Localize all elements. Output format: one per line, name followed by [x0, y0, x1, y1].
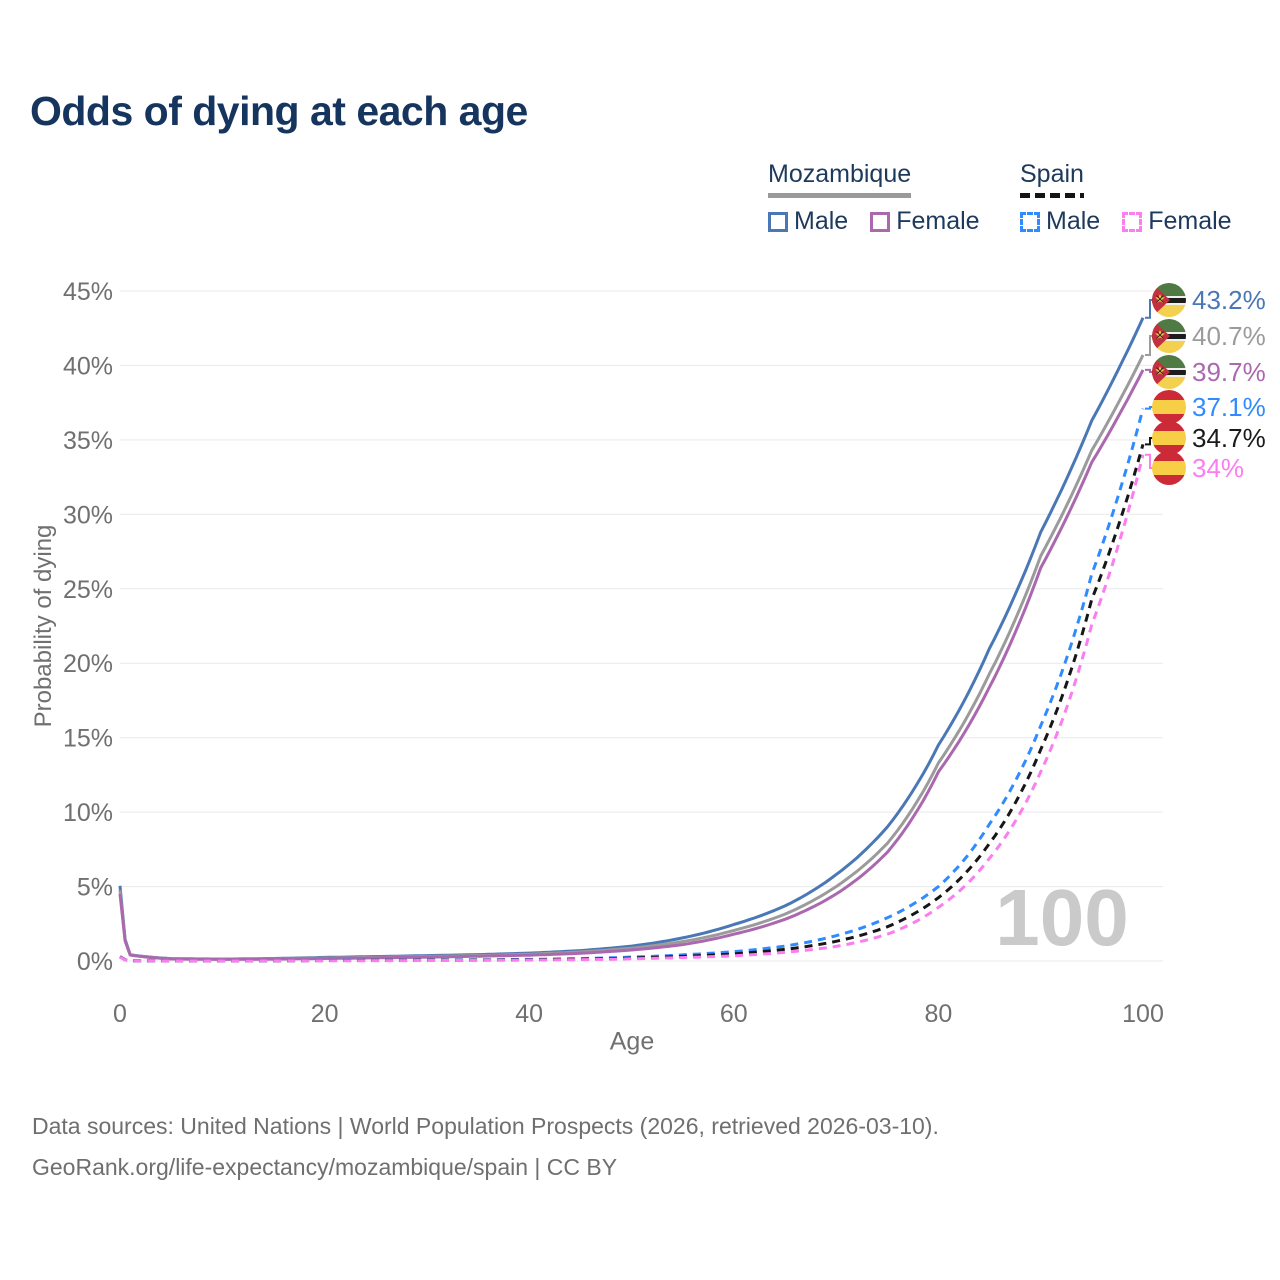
spain-flag-icon: [1152, 451, 1186, 485]
spain-female-swatch-icon: [1122, 211, 1143, 232]
attribution-line: GeoRank.org/life-expectancy/mozambique/s…: [32, 1154, 618, 1180]
legend-item-label: Female: [1148, 207, 1232, 235]
end-value: 39.7%: [1192, 356, 1266, 387]
svg-text:0: 0: [113, 1000, 127, 1028]
x-tick-labels: 0 20 40 60 80 100: [113, 1000, 1164, 1028]
svg-text:40%: 40%: [63, 352, 113, 380]
spain-male-swatch-icon: [1020, 211, 1040, 232]
legend-item-label: Male: [1046, 207, 1101, 235]
end-value: 43.2%: [1192, 284, 1266, 315]
mozambique-flag-icon: [1152, 283, 1186, 317]
series-line-spain-both[interactable]: [119, 443, 1145, 963]
svg-text:60: 60: [720, 1000, 748, 1028]
svg-text:80: 80: [924, 1000, 952, 1028]
mozambique-flag-icon: [1152, 319, 1186, 353]
end-value: 37.1%: [1192, 391, 1266, 422]
gridlines: [120, 290, 1163, 962]
svg-text:40: 40: [515, 1000, 543, 1028]
end-label-mozambique-both: 40.7%: [1152, 319, 1266, 353]
series-line-spain-female[interactable]: [119, 454, 1145, 963]
page-title: Odds of dying at each age: [30, 88, 528, 134]
legend-item-mozambique-male: Male: [768, 207, 848, 236]
svg-text:20: 20: [311, 1000, 339, 1028]
footer: Data sources: United Nations | World Pop…: [32, 1106, 939, 1188]
age-watermark: 100: [995, 873, 1129, 962]
legend-group-mozambique: Mozambique Male Female: [768, 160, 1002, 236]
mozambique-solid-line-sample: [768, 193, 912, 198]
spain-flag-icon: [1152, 390, 1186, 424]
svg-text:45%: 45%: [63, 278, 113, 306]
end-value: 34.7%: [1192, 422, 1266, 453]
legend-spain-label: Spain: [1020, 160, 1084, 188]
end-label-spain-male: 37.1%: [1152, 390, 1266, 424]
svg-text:25%: 25%: [63, 576, 113, 604]
svg-text:10%: 10%: [63, 799, 113, 827]
series-line-mozambique-both[interactable]: [118, 354, 1145, 961]
end-label-mozambique-female: 39.7%: [1152, 355, 1266, 389]
mozambique-flag-icon: [1152, 355, 1186, 389]
legend-item-mozambique-female: Female: [870, 207, 980, 236]
svg-text:35%: 35%: [63, 427, 113, 455]
legend-item-spain-male: Male: [1020, 207, 1100, 236]
spain-dashed-line-sample: [1020, 193, 1084, 198]
series-line-mozambique-female[interactable]: [118, 369, 1145, 961]
legend-item-label: Female: [896, 207, 980, 235]
legend-mozambique-label: Mozambique: [768, 160, 912, 188]
svg-text:100: 100: [1122, 1000, 1164, 1028]
legend-item-label: Male: [794, 207, 849, 235]
svg-text:5%: 5%: [77, 874, 113, 902]
end-value: 40.7%: [1192, 320, 1266, 351]
legend-country-spain: Spain: [1020, 160, 1084, 198]
svg-text:0%: 0%: [77, 948, 113, 976]
mozambique-female-swatch-icon: [870, 211, 891, 232]
x-axis-title: Age: [609, 1027, 655, 1056]
spain-flag-icon: [1152, 421, 1186, 455]
y-tick-labels: 0% 5% 10% 15% 20% 25% 30% 35% 40% 45%: [63, 278, 113, 976]
legend-country-mozambique: Mozambique: [768, 160, 912, 198]
mozambique-male-swatch-icon: [768, 211, 788, 232]
svg-text:20%: 20%: [63, 650, 113, 678]
svg-text:30%: 30%: [63, 501, 113, 529]
data-sources-line: Data sources: United Nations | World Pop…: [32, 1113, 939, 1139]
legend-group-spain: Spain Male Female: [1020, 160, 1254, 236]
end-label-spain-both: 34.7%: [1152, 421, 1266, 455]
end-value: 34%: [1192, 452, 1245, 483]
end-label-spain-female: 34%: [1152, 451, 1244, 485]
end-label-mozambique-male: 43.2%: [1152, 283, 1266, 317]
series-line-mozambique-male[interactable]: [118, 317, 1145, 961]
legend-item-spain-female: Female: [1122, 207, 1232, 236]
svg-text:15%: 15%: [63, 725, 113, 753]
